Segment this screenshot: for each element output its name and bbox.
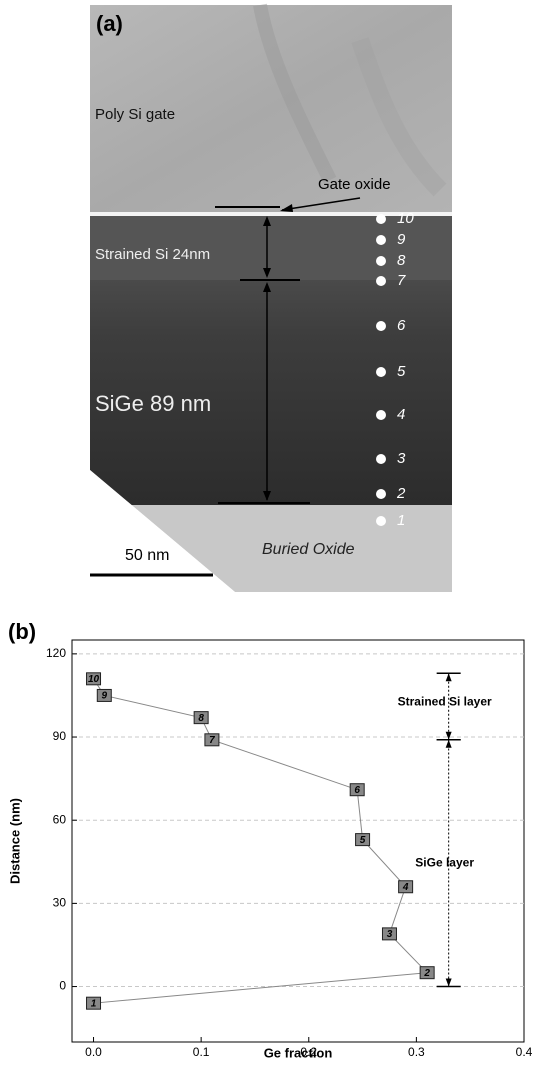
probe-point — [376, 214, 386, 224]
probe-point — [376, 256, 386, 266]
x-tick-label: 0.3 — [408, 1045, 425, 1059]
data-marker — [355, 833, 371, 847]
arrow-head — [445, 739, 452, 748]
region-label: Buried Oxide — [262, 541, 355, 558]
panel-label: (b) — [8, 619, 36, 644]
point-label: 7 — [209, 735, 215, 746]
data-marker — [381, 927, 397, 941]
y-tick-label: 90 — [53, 729, 67, 743]
probe-label: 3 — [397, 450, 406, 467]
data-marker — [193, 711, 209, 725]
data-marker — [419, 966, 435, 980]
annotation: SiGe layer — [415, 855, 474, 869]
annotation: Strained Si layer — [398, 695, 492, 709]
probe-point — [376, 454, 386, 464]
probe-point — [376, 410, 386, 420]
probe-label: 9 — [397, 231, 406, 248]
x-tick-label: 0.1 — [193, 1045, 210, 1059]
point-label: 1 — [91, 998, 97, 1009]
texture — [253, 3, 337, 184]
probe-label: 5 — [397, 363, 406, 380]
scale-label: 50 nm — [125, 547, 169, 564]
arrow-head — [263, 268, 271, 278]
probe-point — [376, 516, 386, 526]
panel-label: (a) — [96, 11, 123, 36]
point-label: 6 — [354, 785, 360, 796]
probe-label: 4 — [397, 406, 405, 423]
x-tick-label: 0.4 — [516, 1045, 533, 1059]
probe-point — [376, 276, 386, 286]
data-line — [93, 678, 429, 1004]
point-label: 2 — [423, 968, 430, 979]
probe-label: 1 — [397, 512, 405, 529]
y-tick-label: 60 — [53, 812, 67, 826]
y-tick-label: 30 — [53, 896, 67, 910]
data-marker — [398, 880, 414, 894]
y-tick-label: 120 — [46, 646, 66, 660]
x-tick-label: 0.2 — [300, 1045, 317, 1059]
probe-label: 10 — [397, 210, 414, 227]
y-tick-label: 0 — [59, 979, 66, 993]
probe-label: 2 — [396, 485, 406, 502]
region-label: SiGe 89 nm — [95, 391, 211, 416]
arrow-head — [263, 216, 271, 226]
data-marker — [86, 672, 102, 686]
arrow-head — [445, 978, 452, 987]
oxide-line — [90, 212, 452, 216]
strained-si-region — [90, 216, 452, 280]
data-marker — [86, 996, 102, 1010]
probe-point — [376, 321, 386, 331]
y-axis-label: Distance (nm) — [7, 798, 22, 884]
buried-oxide-region — [90, 470, 452, 592]
data-marker — [204, 733, 220, 747]
micrograph: (a) Poly Si gate Gate oxide Strained Si … — [90, 3, 452, 592]
data-marker — [349, 783, 365, 797]
arrow-head — [263, 491, 271, 501]
arrow-head — [280, 204, 293, 212]
arrow-head — [445, 731, 452, 740]
point-label: 4 — [402, 882, 409, 893]
arrow — [281, 197, 361, 211]
data-marker — [96, 688, 112, 702]
region-label: Poly Si gate — [95, 106, 175, 123]
probe-label: 7 — [397, 272, 406, 289]
point-label: 3 — [387, 929, 393, 940]
point-label: 5 — [360, 835, 366, 846]
x-tick-label: 0.0 — [85, 1045, 102, 1059]
annotation: Gate oxide — [318, 176, 391, 193]
cut-corner — [90, 470, 235, 592]
probe-label: 6 — [397, 317, 406, 334]
arrow-head — [445, 673, 452, 682]
arrow-head — [263, 282, 271, 292]
sige-region — [90, 280, 452, 505]
probe-point — [376, 235, 386, 245]
x-axis-label: Ge fraction — [264, 1045, 333, 1060]
probe-point — [376, 489, 386, 499]
probe-point — [376, 367, 386, 377]
texture — [351, 37, 447, 197]
point-label: 8 — [198, 713, 204, 724]
point-label: 10 — [88, 674, 100, 685]
probe-label: 8 — [397, 252, 406, 269]
region-label: Strained Si 24nm — [95, 246, 210, 263]
point-label: 9 — [102, 691, 108, 702]
